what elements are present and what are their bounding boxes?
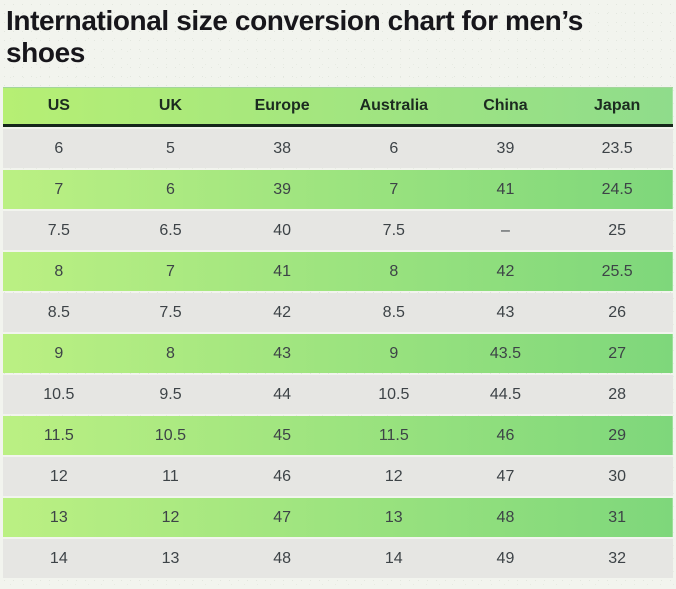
- table-cell: 42: [273, 303, 292, 321]
- table-row: 7.5 6.5 40 7.5 – 25: [3, 211, 673, 251]
- table-cell: 43.5: [489, 344, 522, 362]
- table-cell: 10.5: [43, 385, 75, 403]
- column-header-us: US: [3, 87, 115, 128]
- table-cell: 9: [54, 344, 64, 362]
- table-cell: 8: [389, 262, 399, 280]
- page-title: International size conversion chart for …: [6, 5, 583, 69]
- table-cell: 24.5: [601, 180, 633, 198]
- table-cell: 8.5: [382, 303, 405, 321]
- table-cell: 14: [49, 549, 68, 567]
- table-cell: 38: [273, 139, 292, 157]
- table-cell: 12: [384, 467, 403, 485]
- table-cell: 25.5: [601, 262, 633, 280]
- table-cell: 43: [273, 344, 292, 362]
- table-cell: 42: [496, 262, 515, 280]
- table-cell: 48: [273, 549, 292, 567]
- table-cell: 9: [389, 344, 399, 362]
- table-row: 7 6 39 7 41 24.5: [3, 170, 673, 210]
- column-header-australia: Australia: [337, 87, 450, 128]
- table-cell: 40: [273, 221, 292, 239]
- table-cell: 13: [161, 549, 180, 567]
- table-cell: 13: [49, 508, 68, 526]
- table-cell: 8.5: [47, 303, 70, 321]
- table-cell: 27: [608, 344, 627, 362]
- table-cell: 31: [608, 508, 627, 526]
- table-cell: 8: [54, 262, 64, 280]
- table-cell: 44: [273, 385, 292, 403]
- column-header-japan: Japan: [561, 87, 673, 128]
- table-cell: 11.5: [43, 426, 74, 444]
- table-cell: 25: [608, 221, 627, 239]
- header-row: US UK Europe Australia China Japan: [3, 87, 673, 128]
- table-cell: 13: [384, 508, 403, 526]
- table-cell: 7.5: [47, 221, 70, 239]
- table-cell: 5: [166, 139, 175, 157]
- table-row: 13 12 47 13 48 31: [3, 498, 673, 538]
- table-cell: 44.5: [489, 385, 522, 403]
- table-row: 11.5 10.5 45 11.5 46 29: [3, 416, 673, 456]
- table-cell: 12: [49, 467, 68, 485]
- table-row: 9 8 43 9 43.5 27: [3, 334, 673, 374]
- table-cell: 7: [166, 262, 175, 280]
- table-cell: 41: [496, 180, 515, 198]
- table-cell: 6.5: [159, 221, 182, 239]
- table-cell: 39: [273, 180, 292, 198]
- table-body: 6 5 38 6 39 23.5 7 6 39 7 41 24.5 7.5 6.5 40 7.5 – 25 8 7 41…: [3, 129, 673, 579]
- table-cell: 6: [166, 180, 175, 198]
- table-cell: 11.5: [378, 426, 409, 444]
- table-cell: 23.5: [601, 139, 633, 157]
- table-head: US UK Europe Australia China Japan: [3, 87, 673, 128]
- table-cell: 7.5: [382, 221, 405, 239]
- table-cell: 46: [273, 467, 292, 485]
- table-cell: 41: [273, 262, 292, 280]
- table-cell: 6: [54, 139, 64, 157]
- table-cell: 6: [389, 139, 399, 157]
- table-cell: 7.5: [159, 303, 182, 321]
- table-row: 8 7 41 8 42 25.5: [3, 252, 673, 292]
- table-cell: 10.5: [154, 426, 187, 444]
- table-row: 6 5 38 6 39 23.5: [3, 129, 673, 169]
- table-cell: 32: [608, 549, 627, 567]
- table-cell: 11: [162, 467, 179, 485]
- table-cell: 7: [54, 180, 64, 198]
- table-cell: 10.5: [378, 385, 410, 403]
- table-row: 12 11 46 12 47 30: [3, 457, 673, 497]
- table-cell: 49: [496, 549, 515, 567]
- table-cell: 46: [496, 426, 515, 444]
- table-cell: 7: [389, 180, 399, 198]
- table-cell: 28: [608, 385, 627, 403]
- table-container: US UK Europe Australia China Japan 6 5 38 6 39 23.…: [0, 85, 676, 580]
- table-cell: 47: [496, 467, 515, 485]
- table-row: 14 13 48 14 49 32: [3, 539, 673, 579]
- table-row: 10.5 9.5 44 10.5 44.5 28: [3, 375, 673, 415]
- table-cell: 45: [273, 426, 292, 444]
- table-cell: 47: [273, 508, 292, 526]
- column-header-uk: UK: [114, 87, 227, 128]
- table-cell: 43: [496, 303, 515, 321]
- column-header-china: China: [449, 87, 562, 128]
- table-cell: 29: [608, 426, 627, 444]
- column-header-europe: Europe: [226, 87, 338, 128]
- table-cell: 8: [166, 344, 175, 362]
- table-cell: 12: [161, 508, 180, 526]
- table-cell: 48: [496, 508, 515, 526]
- table-cell: 39: [496, 139, 515, 157]
- table-cell: –: [501, 221, 510, 239]
- table-cell: 9.5: [159, 385, 182, 403]
- table-cell: 30: [608, 467, 627, 485]
- size-conversion-table: US UK Europe Australia China Japan 6 5 38 6 39 23.…: [3, 85, 673, 580]
- table-row: 8.5 7.5 42 8.5 43 26: [3, 293, 673, 333]
- table-cell: 26: [608, 303, 627, 321]
- table-cell: 14: [384, 549, 403, 567]
